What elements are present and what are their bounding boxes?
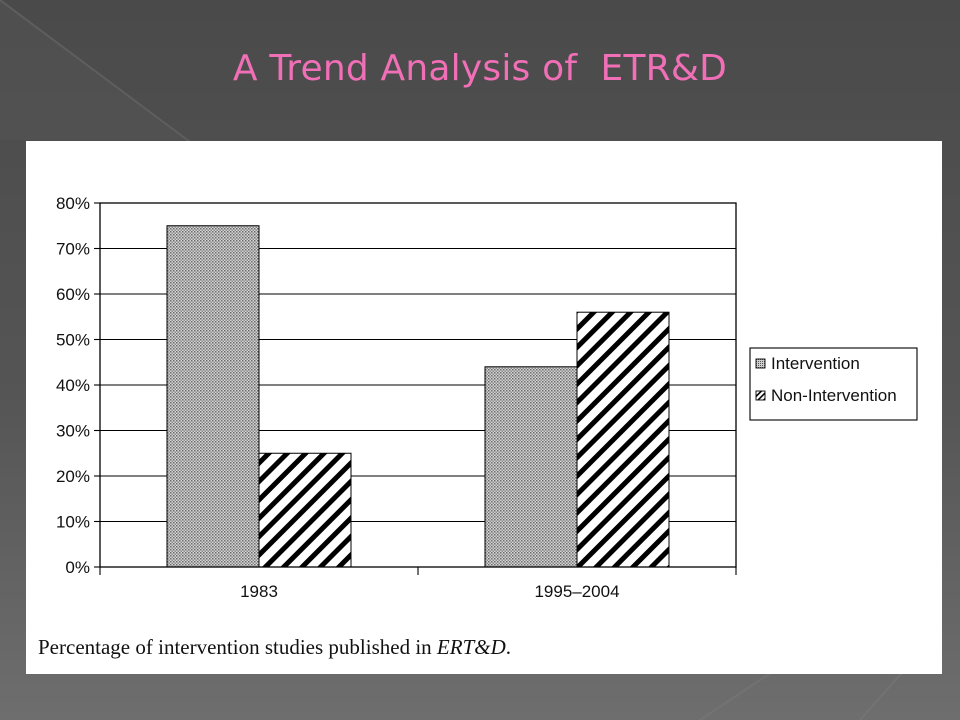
bar-intervention-2 xyxy=(484,366,578,568)
slide-title: A Trend Analysis of ETR&D xyxy=(232,48,728,89)
legend-swatch xyxy=(755,358,766,369)
bar-intervention-1 xyxy=(166,225,260,568)
y-tick-label: 0% xyxy=(65,558,90,577)
y-tick-label: 60% xyxy=(56,285,90,304)
y-tick-label: 80% xyxy=(56,194,90,213)
y-tick-label: 20% xyxy=(56,467,90,486)
y-tick-label: 30% xyxy=(56,422,90,441)
legend-box xyxy=(749,347,918,421)
figure-caption: Percentage of intervention studies publi… xyxy=(38,635,511,660)
bar-chart: 0%10%20%30%40%50%60%70%80%1983 1995–2004 … xyxy=(56,194,918,601)
x-category-label: 1983 xyxy=(240,582,278,601)
caption-text: Percentage of intervention studies publi… xyxy=(38,635,437,659)
caption-period: . xyxy=(505,635,512,659)
y-tick-label: 50% xyxy=(56,331,90,350)
y-tick-label: 10% xyxy=(56,513,90,532)
x-category-label: 1995–2004 xyxy=(534,582,619,601)
legend-swatch xyxy=(755,390,766,401)
bar-non-intervention-1 xyxy=(258,452,352,568)
legend-label: Non-Intervention xyxy=(771,386,897,405)
legend-label: Intervention xyxy=(771,354,860,373)
chart-figure: 0% 10% 20% 30% 40% 50% 60% 70% 80% 1983 1995–2004 … xyxy=(26,141,942,674)
caption-journal: ERT&D xyxy=(436,635,506,659)
y-tick-label: 40% xyxy=(56,376,90,395)
bar-non-intervention-2 xyxy=(576,311,670,568)
y-tick-label: 70% xyxy=(56,240,90,259)
